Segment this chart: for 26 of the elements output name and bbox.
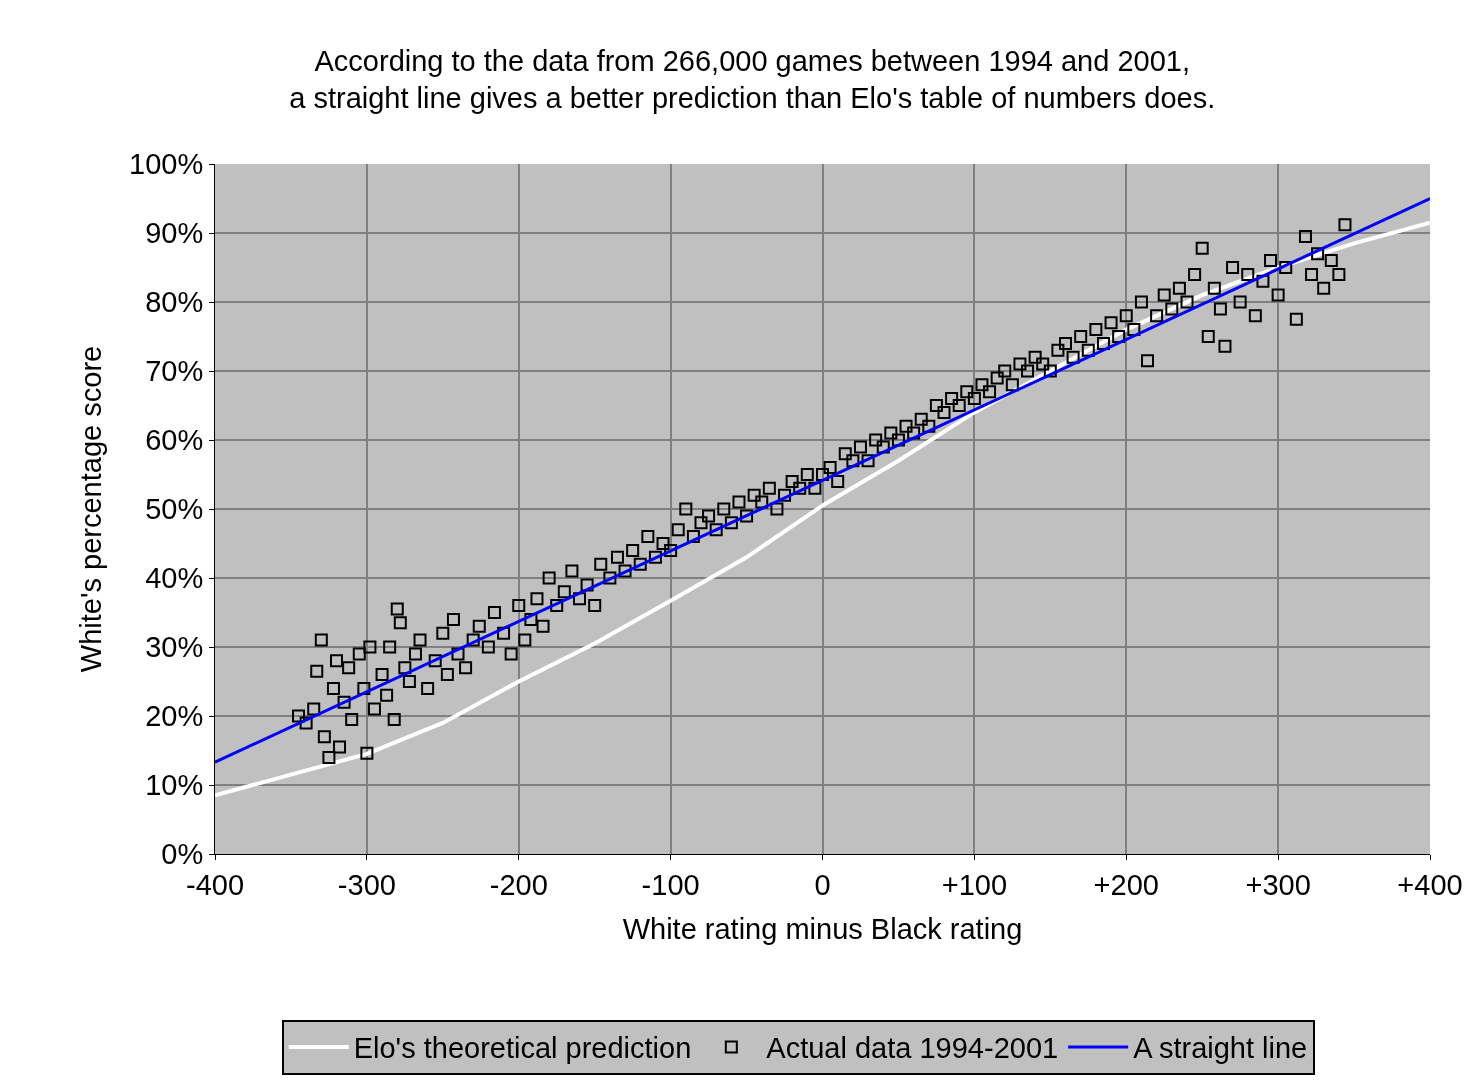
y-tick-label: 40% (145, 562, 204, 595)
legend-label: Elo's theoretical prediction (353, 1032, 692, 1065)
y-tick-label: 50% (145, 493, 204, 526)
x-tick-label: -100 (641, 868, 700, 901)
y-tick-label: 60% (145, 424, 204, 457)
y-tick-label: 30% (145, 631, 204, 664)
y-tick-label: 100% (129, 148, 204, 181)
y-tick-label: 0% (161, 838, 204, 871)
x-tick-label: -300 (337, 868, 396, 901)
x-tick-label: -200 (489, 868, 548, 901)
x-tick-label: +300 (1245, 868, 1311, 901)
y-tick-label: 70% (145, 355, 204, 388)
legend-label: Actual data 1994-2001 (766, 1032, 1059, 1065)
y-axis-title: White's percentage score (75, 345, 108, 673)
legend-label: A straight line (1133, 1032, 1308, 1065)
x-tick-label: +200 (1093, 868, 1159, 901)
chart-title: According to the data from 266,000 games between 1994 and 2001, a straight line gives a better prediction than Elo's table of numbers does. (289, 44, 1216, 115)
x-tick-label: 0 (814, 868, 831, 901)
x-axis-title: White rating minus Black rating (622, 912, 1023, 945)
y-tick-label: 80% (145, 286, 204, 319)
x-tick-label: +400 (1397, 868, 1463, 901)
x-tick-label: -400 (185, 868, 245, 901)
y-tick-label: 10% (145, 769, 204, 802)
y-tick-label: 20% (145, 700, 204, 733)
x-tick-label: +100 (941, 868, 1008, 901)
y-tick-label: 90% (145, 217, 204, 250)
